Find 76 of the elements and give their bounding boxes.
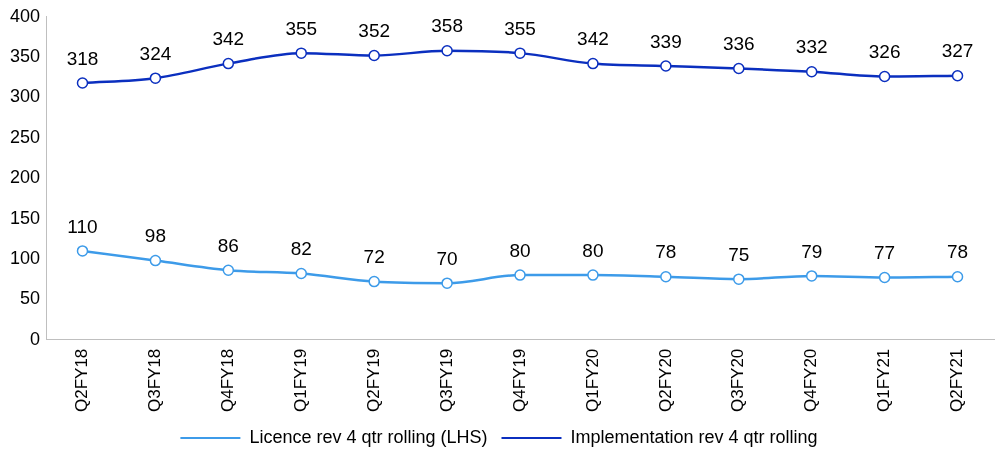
data-label: 342 xyxy=(212,28,245,50)
legend-label: Implementation rev 4 qtr rolling xyxy=(570,426,818,447)
legend-label: Licence rev 4 qtr rolling (LHS) xyxy=(249,426,488,447)
point xyxy=(368,49,380,62)
data-label: 70 xyxy=(436,247,458,269)
data-label: 98 xyxy=(144,225,166,247)
data-label: 355 xyxy=(504,17,536,39)
data-label: 352 xyxy=(358,20,391,42)
data-label: 336 xyxy=(722,33,755,55)
y-tick-label: 150 xyxy=(9,207,41,228)
data-label: 358 xyxy=(431,15,463,37)
point xyxy=(733,273,745,285)
data-label: 332 xyxy=(795,36,828,58)
data-label: 318 xyxy=(66,47,99,69)
point xyxy=(660,60,672,72)
x-tick-label: Q3FY18 xyxy=(145,348,165,412)
point xyxy=(514,269,526,281)
y-tick-label: 100 xyxy=(9,247,41,268)
y-tick-label: 250 xyxy=(9,126,41,147)
data-label: 324 xyxy=(139,42,172,64)
x-tick-label: Q2FY19 xyxy=(363,348,383,412)
x-tick-label: Q4FY20 xyxy=(801,348,821,412)
point xyxy=(951,270,964,283)
data-label: 77 xyxy=(874,242,896,264)
y-tick-label: 350 xyxy=(9,46,41,67)
data-label: 75 xyxy=(728,243,750,265)
point xyxy=(878,70,891,83)
x-tick-label: Q3FY20 xyxy=(728,348,748,412)
point xyxy=(76,245,89,257)
data-label: 327 xyxy=(941,40,974,62)
x-tick-label: Q2FY21 xyxy=(947,348,967,412)
data-label: 86 xyxy=(217,235,239,256)
point xyxy=(76,77,89,89)
x-tick-label: Q4FY19 xyxy=(509,348,529,412)
x-tick-label: Q1FY20 xyxy=(582,348,602,412)
point xyxy=(951,69,964,82)
point xyxy=(222,264,235,277)
point xyxy=(368,275,380,288)
point xyxy=(441,277,453,289)
data-label: 326 xyxy=(868,41,901,63)
data-label: 78 xyxy=(946,241,969,263)
point xyxy=(441,44,453,57)
y-tick-label: 300 xyxy=(9,86,41,107)
point xyxy=(222,57,235,70)
point xyxy=(295,267,307,280)
data-label: 110 xyxy=(67,215,98,237)
point xyxy=(587,57,599,70)
data-label: 355 xyxy=(285,17,318,39)
data-label: 79 xyxy=(801,240,823,262)
x-tick-label: Q4FY18 xyxy=(218,348,238,412)
point xyxy=(149,72,162,84)
point xyxy=(149,254,162,267)
y-tick-label: 200 xyxy=(9,167,41,188)
x-tick-label: Q1FY21 xyxy=(874,348,894,412)
data-label: 80 xyxy=(582,239,604,261)
data-label: 80 xyxy=(509,239,531,261)
data-label: 339 xyxy=(650,30,682,52)
y-tick-label: 400 xyxy=(9,5,41,26)
data-label: 342 xyxy=(577,28,609,50)
y-tick-label: 50 xyxy=(20,288,41,309)
data-label: 78 xyxy=(655,241,677,263)
x-tick-label: Q2FY18 xyxy=(72,348,92,412)
point xyxy=(733,62,745,75)
point xyxy=(660,270,672,283)
y-tick-label: 0 xyxy=(30,328,41,349)
point xyxy=(878,271,891,284)
x-tick-label: Q3FY19 xyxy=(436,348,456,412)
point xyxy=(805,65,818,78)
point xyxy=(587,269,599,281)
x-tick-label: Q2FY20 xyxy=(655,348,675,412)
x-tick-label: Q1FY19 xyxy=(290,348,310,412)
point xyxy=(295,47,307,59)
point xyxy=(514,47,526,59)
data-label: 82 xyxy=(290,238,312,260)
data-label: 72 xyxy=(363,246,385,268)
point xyxy=(805,270,818,282)
